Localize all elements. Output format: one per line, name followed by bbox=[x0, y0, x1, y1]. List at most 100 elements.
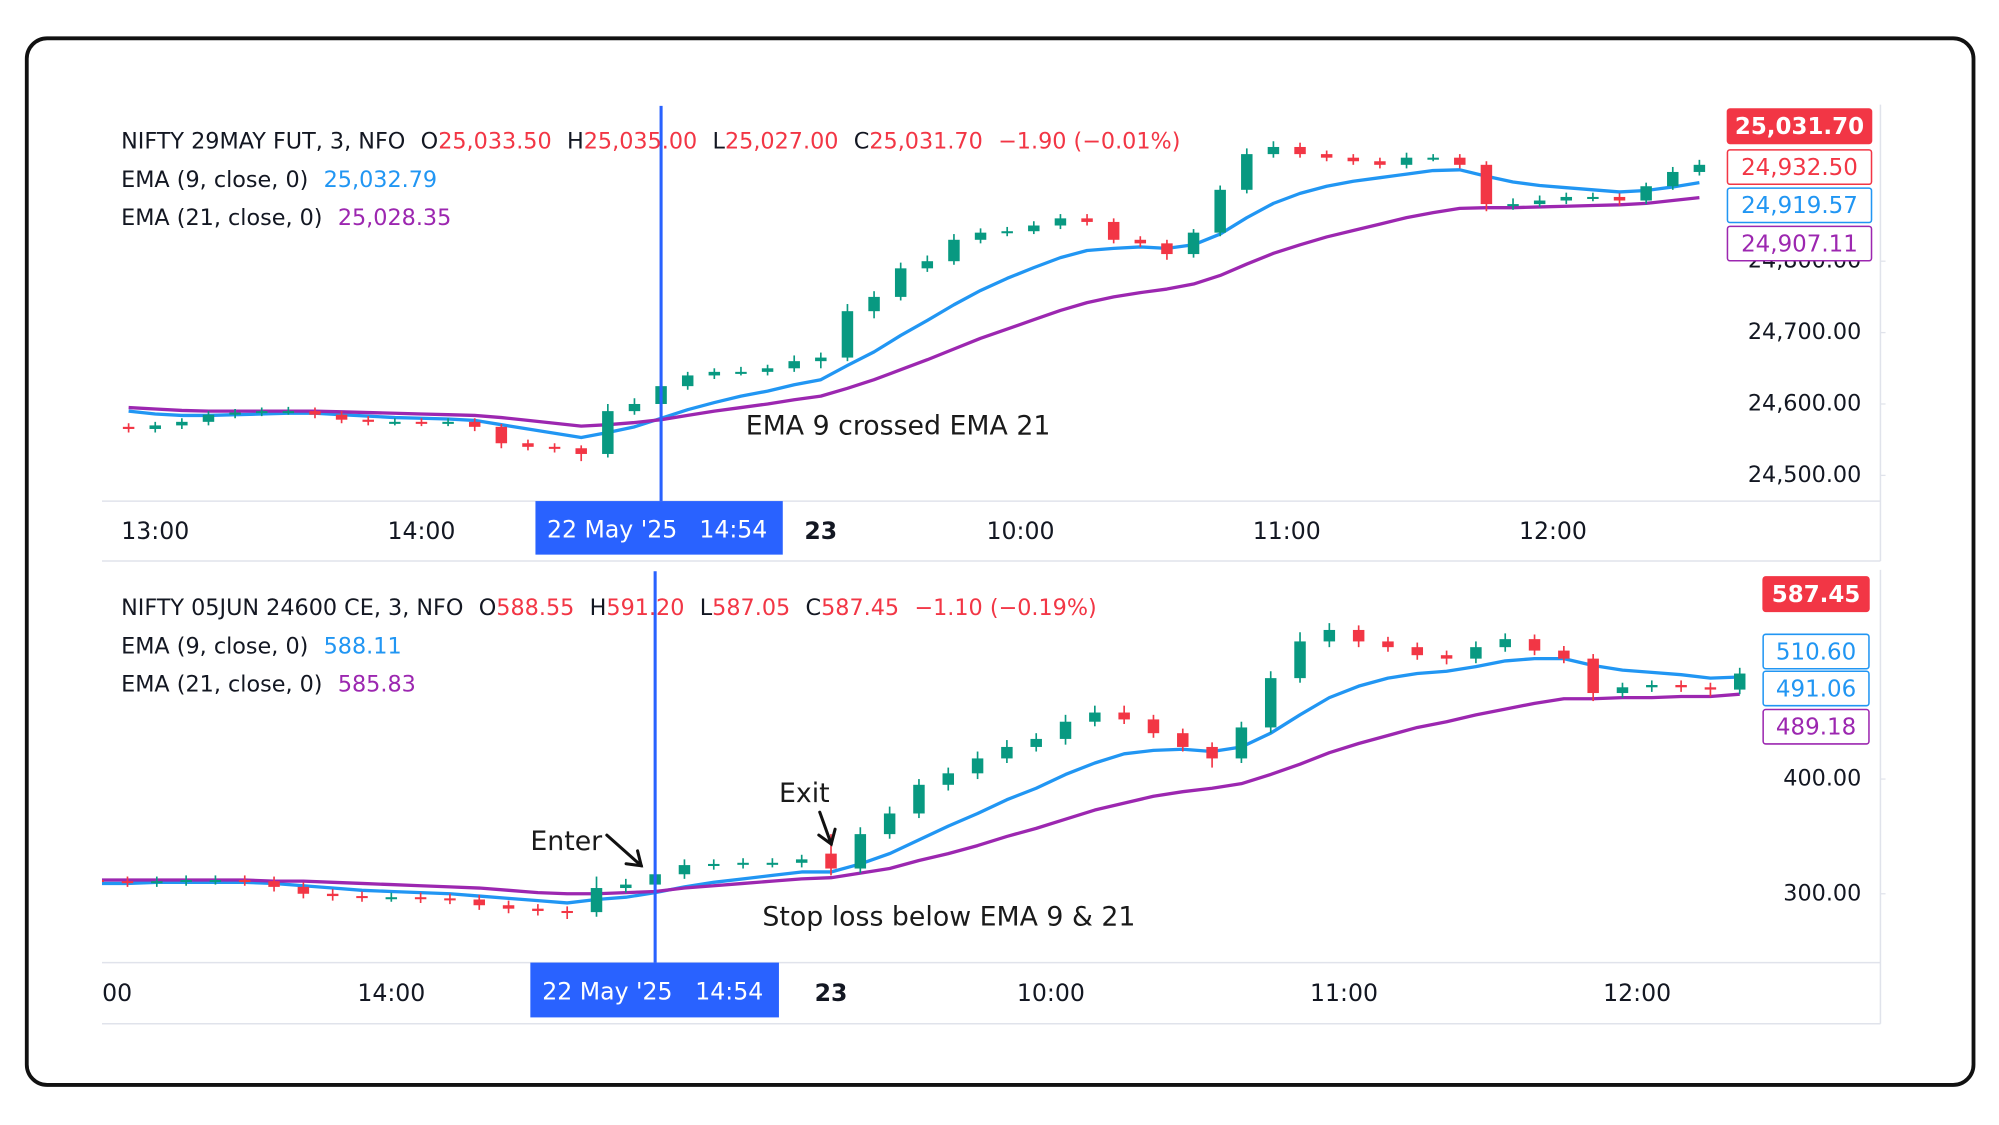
crosshair-time: 14:54 bbox=[699, 516, 767, 544]
legend-name: EMA (21, close, 0) bbox=[121, 205, 322, 231]
candle-body bbox=[151, 881, 163, 884]
candle-body bbox=[1187, 232, 1200, 255]
legend-name: EMA (9, close, 0) bbox=[121, 633, 308, 659]
annotation: Stop loss below EMA 9 & 21 bbox=[762, 901, 1135, 932]
candle-body bbox=[389, 421, 401, 424]
candle-body bbox=[678, 865, 691, 875]
candle-body bbox=[1267, 146, 1280, 155]
candle-body bbox=[1235, 727, 1248, 759]
candle-body bbox=[356, 896, 368, 899]
candle-body bbox=[1440, 655, 1453, 659]
x-tick-label: 11:00 bbox=[1253, 517, 1321, 545]
price-label: 24,932.50 bbox=[1741, 155, 1858, 181]
candle-body bbox=[326, 893, 339, 897]
candle-body bbox=[1161, 243, 1173, 255]
price-label-box bbox=[1762, 670, 1870, 707]
annotation: EMA 9 crossed EMA 21 bbox=[746, 411, 1051, 442]
time-axis: 13:00 14:00 23 10:00 11:00 12:00 bbox=[64, 979, 1671, 1007]
candle-body bbox=[502, 905, 515, 909]
candle-body bbox=[590, 888, 603, 913]
candle-body bbox=[1613, 196, 1626, 201]
candle-body bbox=[1411, 647, 1424, 656]
crosshair-date: 22 May '25 bbox=[547, 516, 677, 544]
price-label: 24,919.57 bbox=[1741, 193, 1858, 219]
x-tick-label: 10:00 bbox=[1017, 979, 1085, 1007]
candle-body bbox=[1352, 629, 1365, 642]
candle-body bbox=[1347, 157, 1360, 162]
candle-body bbox=[548, 446, 561, 449]
x-tick-label: 14:00 bbox=[387, 517, 455, 545]
legend-value: 25,032.79 bbox=[324, 166, 437, 192]
annotation: Exit bbox=[779, 778, 830, 809]
candle-body bbox=[1001, 746, 1013, 759]
candle-body bbox=[1107, 221, 1120, 240]
candle-body bbox=[415, 421, 428, 424]
candle-body bbox=[442, 421, 454, 424]
ohlc-key: L bbox=[700, 595, 713, 621]
ohlc-key: H bbox=[590, 595, 607, 621]
candle-body bbox=[1704, 687, 1717, 690]
plot-area bbox=[122, 141, 1706, 462]
time-axis: 13:00 14:00 23 10:00 11:00 12:00 bbox=[121, 517, 1587, 545]
candle-body bbox=[1646, 685, 1658, 688]
candle-body bbox=[761, 368, 774, 372]
candle-body bbox=[708, 863, 720, 866]
candle-body bbox=[209, 880, 222, 883]
price-label: 491.06 bbox=[1776, 676, 1856, 702]
candle-body bbox=[1733, 673, 1746, 690]
legend-value: 588.11 bbox=[324, 633, 402, 659]
ohlc-value: 588.55 bbox=[496, 595, 574, 621]
candle-body bbox=[971, 758, 984, 774]
candle-body bbox=[883, 813, 896, 835]
candle-body bbox=[1206, 746, 1218, 759]
symbol-title: NIFTY 05JUN 24600 CE, 3, NFO bbox=[121, 595, 463, 621]
ohlc-value: 25,027.00 bbox=[725, 128, 838, 154]
candle-body bbox=[1427, 157, 1439, 160]
y-tick-label: 24,700.00 bbox=[1748, 319, 1861, 345]
y-tick-label: 300.00 bbox=[1783, 880, 1861, 906]
frame bbox=[24, 36, 1976, 1087]
candle-body bbox=[1147, 719, 1160, 734]
price-label-box bbox=[1762, 576, 1870, 613]
candle-body bbox=[921, 261, 934, 269]
ohlc-value: 25,033.50 bbox=[438, 128, 551, 154]
candle-body bbox=[239, 880, 251, 883]
candle-body bbox=[362, 419, 374, 422]
x-tick-label: 12:00 bbox=[1603, 979, 1671, 1007]
legend-name: EMA (9, close, 0) bbox=[121, 166, 308, 192]
candle-body bbox=[1054, 218, 1067, 226]
candle-body bbox=[1214, 189, 1226, 233]
annotation: Enter bbox=[530, 826, 602, 857]
candle-body bbox=[1499, 639, 1511, 648]
candle-body bbox=[121, 881, 134, 884]
price-label-box bbox=[1726, 187, 1873, 224]
x-tick-label: 12:00 bbox=[1519, 517, 1587, 545]
candle-body bbox=[268, 881, 280, 887]
legend-header: NIFTY 29MAY FUT, 3, NFO O25,033.50 H25,035… bbox=[121, 128, 1180, 154]
candle-body bbox=[1587, 658, 1599, 694]
ema-line bbox=[101, 692, 1740, 896]
plot-area bbox=[101, 623, 1746, 920]
legend-value: 25,028.35 bbox=[338, 205, 451, 231]
ohlc-key: O bbox=[421, 128, 439, 154]
ohlc-key: L bbox=[713, 128, 726, 154]
candle-body bbox=[1294, 641, 1306, 679]
candle-body bbox=[1640, 186, 1652, 201]
candle-body bbox=[335, 414, 348, 420]
x-tick-label: 13:00 bbox=[64, 979, 132, 1007]
annotation-arrow bbox=[818, 810, 833, 846]
ema-line bbox=[128, 196, 1700, 428]
candle-body bbox=[202, 414, 215, 422]
candle-body bbox=[1177, 733, 1189, 747]
ohlc-value: 25,031.70 bbox=[869, 128, 982, 154]
x-tick-label: 23 bbox=[804, 517, 837, 545]
candle-body bbox=[841, 311, 854, 358]
legend-header: NIFTY 05JUN 24600 CE, 3, NFO O588.55 H591.… bbox=[121, 595, 1097, 621]
candle-body bbox=[948, 239, 960, 262]
candle-body bbox=[868, 296, 880, 312]
candle-body bbox=[766, 862, 779, 865]
price-label: 587.45 bbox=[1772, 582, 1861, 608]
candle-body bbox=[1507, 204, 1519, 207]
candle-body bbox=[282, 411, 295, 414]
change-value: −1.90 (−0.01%) bbox=[998, 128, 1180, 154]
